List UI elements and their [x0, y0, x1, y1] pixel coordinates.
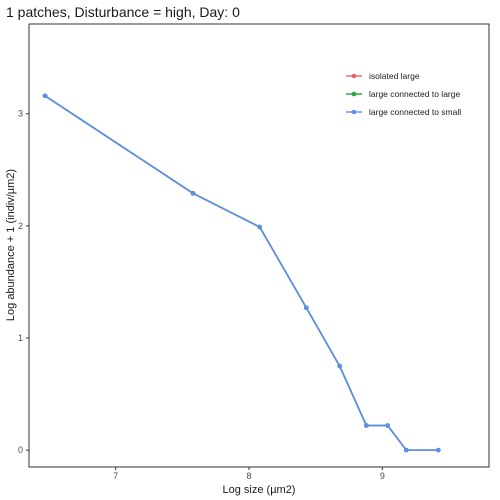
legend-entry-label: isolated large — [369, 71, 420, 81]
y-tick-label: 2 — [18, 221, 23, 231]
data-point — [404, 447, 409, 453]
y-tick-label: 3 — [18, 109, 23, 119]
legend-entry-label: large connected to small — [369, 107, 461, 117]
data-point — [190, 191, 196, 196]
data-point — [257, 224, 262, 230]
y-tick-label: 0 — [18, 445, 23, 455]
y-axis-label: Log abundance + 1 (indiv/µm2) — [5, 169, 17, 321]
legend-key-point — [351, 109, 357, 115]
legend-entry-label: large connected to large — [369, 89, 460, 99]
x-tick-label: 9 — [380, 471, 385, 481]
x-axis-label: Log size (µm2) — [223, 484, 296, 496]
legend: isolated large large connected to large la… — [346, 71, 461, 117]
x-tick-label: 7 — [113, 471, 118, 481]
y-tick-label: 1 — [18, 333, 23, 343]
legend-key-point — [351, 91, 357, 97]
data-point — [436, 447, 441, 453]
y-axis-ticks: 0 1 2 3 — [18, 109, 29, 455]
data-point — [304, 305, 309, 311]
data-point — [337, 363, 342, 369]
chart-title: 1 patches, Disturbance = high, Day: 0 — [6, 4, 240, 20]
x-tick-label: 8 — [246, 471, 251, 481]
data-point — [364, 423, 369, 428]
data-point — [42, 93, 48, 99]
x-axis-ticks: 7 8 9 — [113, 467, 385, 481]
series-layer — [42, 93, 441, 453]
legend-key-point — [351, 73, 357, 79]
plot-panel — [28, 23, 490, 468]
data-point — [385, 423, 390, 428]
